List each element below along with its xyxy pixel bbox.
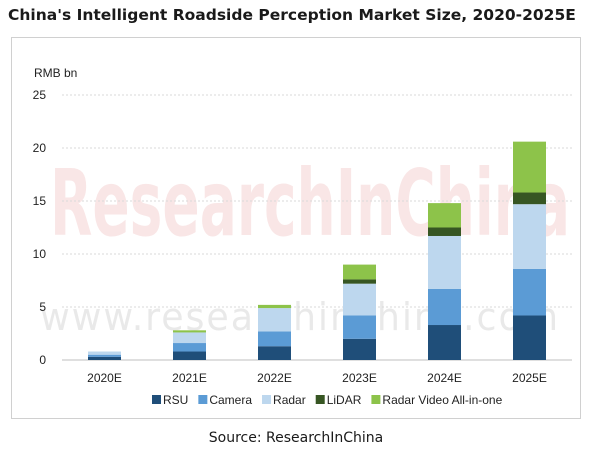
bar-segment — [428, 288, 461, 326]
bar-segment — [88, 351, 121, 355]
bar-segment — [428, 325, 461, 360]
bar-segment — [173, 332, 206, 344]
bar-segment — [173, 343, 206, 352]
legend-swatch — [315, 395, 325, 404]
bar-segment — [513, 204, 546, 269]
y-axis-label: RMB bn — [34, 66, 77, 80]
legend-swatch — [371, 395, 381, 404]
y-tick-label: 20 — [33, 141, 47, 155]
legend-swatch — [152, 395, 161, 404]
bar-segment — [513, 141, 546, 193]
x-tick-label: 2023E — [342, 371, 377, 385]
bar-segment — [258, 331, 291, 347]
bar-segment — [343, 283, 376, 316]
bar-segment — [428, 235, 461, 289]
bar-segment — [88, 356, 121, 360]
legend-entry: LiDAR — [327, 393, 362, 407]
y-tick-label: 5 — [39, 300, 46, 314]
watermark: ResearchInChina www.researchinchina.com — [40, 150, 570, 339]
legend-swatch — [262, 395, 272, 404]
legend-entry: RSU — [163, 393, 188, 407]
y-tick-label: 25 — [33, 88, 47, 102]
chart-title: China's Intelligent Roadside Perception … — [8, 6, 576, 24]
y-tick-label: 15 — [33, 194, 47, 208]
bar-segment — [173, 351, 206, 360]
x-axis: 2020E 2021E 2022E 2023E 2024E 2025E — [87, 371, 547, 385]
bar-segment — [258, 346, 291, 360]
bars — [88, 141, 546, 360]
legend-entry: Radar Video All-in-one — [382, 393, 502, 407]
legend-entry: Camera — [209, 393, 252, 407]
bar-segment — [173, 330, 206, 333]
bar-segment — [513, 315, 546, 360]
bar-segment — [343, 338, 376, 360]
x-tick-label: 2020E — [87, 371, 122, 385]
bar-segment — [258, 304, 291, 309]
bar-segment — [258, 308, 291, 332]
bar-segment — [428, 227, 461, 236]
x-tick-label: 2025E — [512, 371, 547, 385]
source-note: Source: ResearchInChina — [208, 430, 384, 446]
gridlines — [62, 94, 572, 361]
legend: RSU Camera Radar LiDAR Radar Video All-in-on… — [152, 393, 503, 407]
x-tick-label: 2024E — [427, 371, 462, 385]
bar-segment — [343, 315, 376, 339]
bar-segment — [343, 279, 376, 284]
bar-segment — [513, 268, 546, 316]
y-axis: 0 5 10 15 20 25 — [33, 88, 47, 367]
watermark-main: ResearchInChina — [50, 150, 570, 257]
x-tick-label: 2021E — [172, 371, 207, 385]
x-tick-label: 2022E — [257, 371, 292, 385]
y-tick-label: 10 — [33, 247, 47, 261]
bar-segment — [88, 354, 121, 357]
y-tick-label: 0 — [39, 353, 46, 367]
legend-entry: Radar — [273, 393, 306, 407]
bar-segment — [343, 264, 376, 280]
watermark-url: www.researchinchina.com — [40, 295, 560, 339]
bar-segment — [513, 192, 546, 205]
legend-swatch — [198, 395, 208, 404]
bar-segment — [428, 203, 461, 228]
chart-frame — [11, 37, 581, 419]
